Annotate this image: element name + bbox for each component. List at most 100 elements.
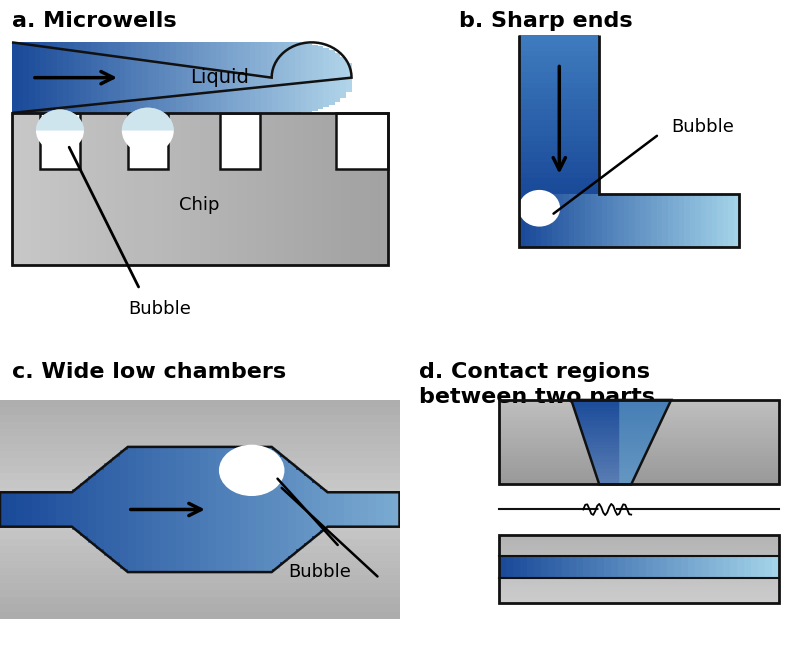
Bar [378,113,388,265]
Bar [304,476,312,543]
Bar [312,483,320,536]
Bar [499,589,779,592]
Bar [284,113,294,265]
Bar [519,173,599,178]
Polygon shape [590,454,646,456]
Bar [131,43,137,113]
Bar [558,194,563,247]
Polygon shape [583,434,654,436]
Bar [718,194,722,247]
Bar [237,113,247,265]
Bar [499,535,779,537]
Bar [772,557,779,578]
Bar [499,562,779,564]
Polygon shape [597,476,634,479]
Bar [208,447,216,572]
Polygon shape [580,426,658,428]
Bar [611,557,618,578]
Bar [336,113,388,169]
Bar [519,109,599,115]
Bar [519,184,599,189]
Bar [499,564,779,567]
Bar [280,457,288,562]
Bar [542,557,548,578]
Bar [596,194,602,247]
Bar [618,557,625,578]
Bar [0,568,400,575]
Bar [519,104,599,109]
Bar [673,194,678,247]
Bar [137,43,142,113]
Bar [184,447,192,572]
Bar [499,551,779,553]
Bar [104,463,112,556]
Bar [50,113,59,265]
Bar [360,113,369,265]
Bar [168,447,176,572]
Bar [85,43,91,113]
Bar [630,194,634,247]
Bar [181,113,190,265]
Bar [499,535,779,603]
Bar [328,492,336,527]
Bar [87,113,97,265]
Bar [499,420,779,422]
Bar [199,43,205,113]
Bar [272,43,278,113]
Bar [499,403,779,406]
Bar [329,50,335,105]
Bar [563,194,569,247]
Bar [499,541,779,543]
Bar [233,43,238,113]
Circle shape [598,503,616,516]
Bar [499,576,779,578]
Bar [248,447,256,572]
Bar [730,557,737,578]
Bar [527,557,535,578]
Bar [352,492,360,527]
Bar [0,414,400,422]
Text: Bubble: Bubble [288,563,351,581]
Polygon shape [593,465,640,468]
Bar [716,557,723,578]
Polygon shape [595,470,638,473]
Bar [78,113,87,265]
Bar [0,575,400,583]
Bar [113,43,120,113]
Text: b. Sharp ends: b. Sharp ends [459,11,633,31]
Bar [392,492,400,527]
Bar [210,43,216,113]
Bar [678,194,684,247]
Bar [56,492,64,527]
Bar [12,113,22,265]
Bar [514,557,520,578]
Bar [0,590,400,597]
Bar [499,592,779,594]
Bar [499,548,779,551]
Polygon shape [585,440,652,442]
Bar [499,539,779,541]
Bar [40,113,50,265]
Bar [128,113,168,169]
Bar [80,483,88,536]
Polygon shape [591,459,642,462]
Bar [216,43,221,113]
Bar [519,157,599,163]
Bar [499,537,779,539]
Bar [40,492,48,527]
Bar [346,63,352,93]
Bar [702,557,710,578]
Bar [0,458,400,466]
Bar [607,194,613,247]
Bar [728,194,733,247]
Bar [499,465,779,468]
Bar [128,447,136,572]
Bar [499,560,779,562]
Bar [160,447,168,572]
Bar [499,482,779,484]
Text: c. Wide low chambers: c. Wide low chambers [12,362,286,382]
Bar [499,400,779,484]
Bar [18,43,23,113]
Text: d. Contact regions
between two parts: d. Contact regions between two parts [419,362,655,407]
Bar [519,194,525,247]
